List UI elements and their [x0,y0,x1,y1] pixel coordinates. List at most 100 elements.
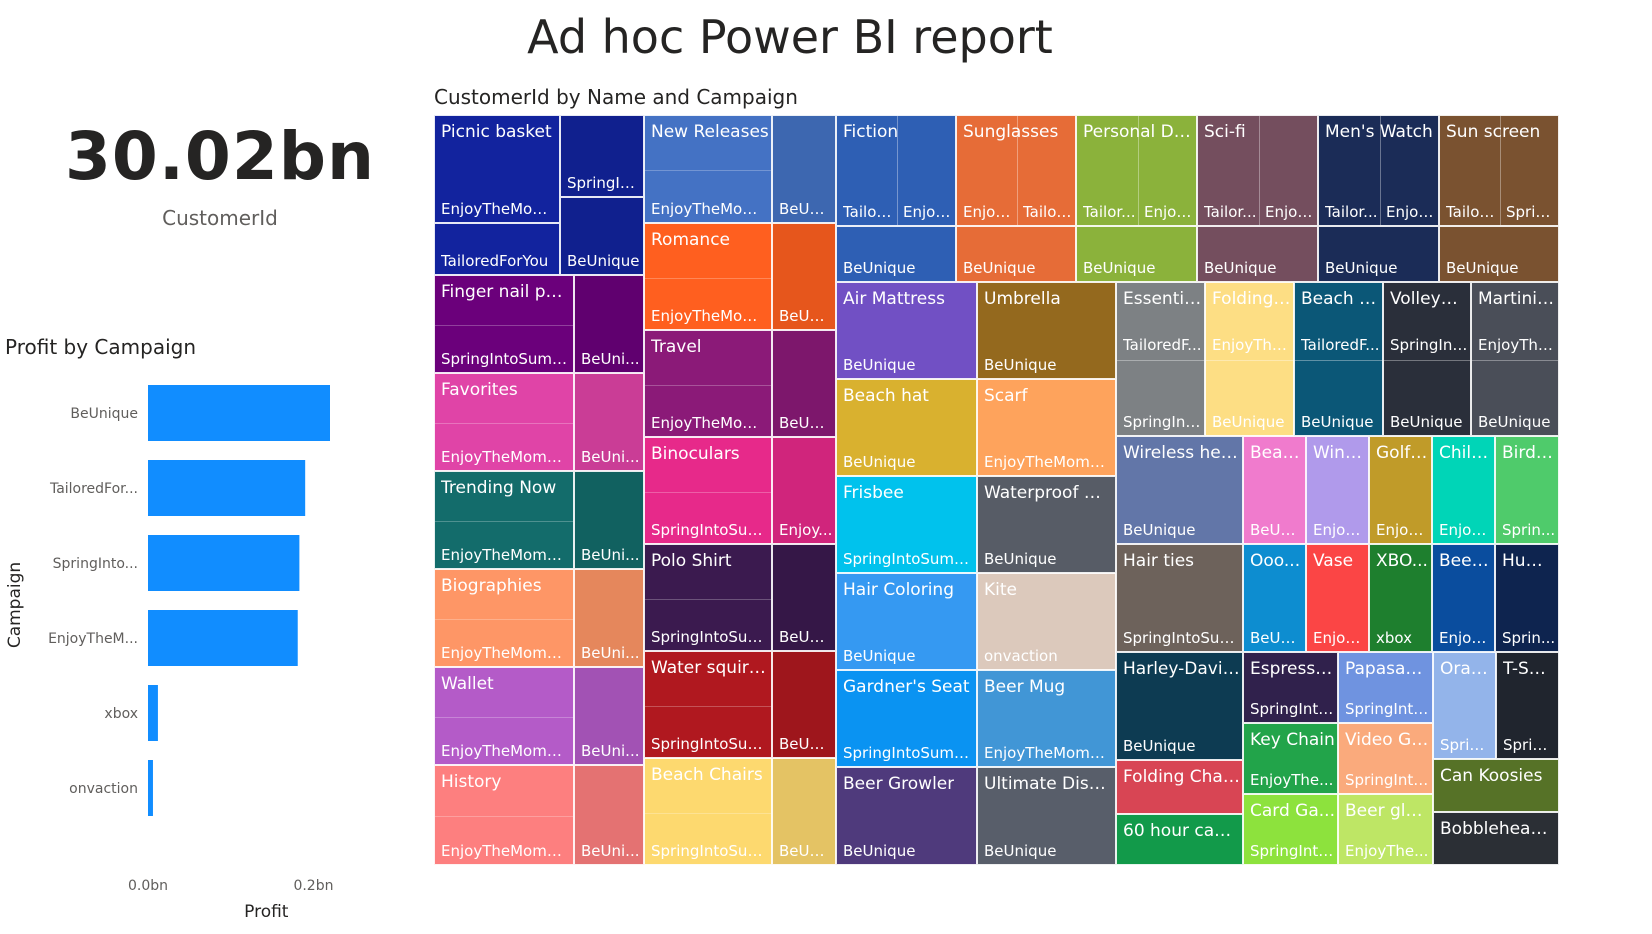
tile-card-ga-[interactable]: Card Ga... SpringInto... [1243,794,1338,865]
tile-water-squirter[interactable]: Water squirter SpringIntoSum... [644,651,772,758]
tile-beach-t-[interactable]: Beach T... TailoredF... BeUnique [1294,282,1383,436]
tile-hair-coloring[interactable]: Hair Coloring BeUnique [836,573,977,670]
tile-sub[interactable]: BeUni... [772,223,836,330]
tile-sub[interactable]: BeUnique [956,226,1076,282]
tile-favorites[interactable]: Favorites EnjoyTheMoment [434,373,574,471]
tile-new-releases[interactable]: New Releases EnjoyTheMome... [644,115,772,223]
tile-trending-now[interactable]: Trending Now EnjoyTheMoment [434,471,574,569]
tile-child-[interactable]: Child... Enjoy... [1432,436,1495,544]
tile-wine-[interactable]: Wine... Enjoy... [1306,436,1369,544]
tile-sub[interactable]: BeUni... [574,765,644,865]
tile-sub[interactable]: BeUnique [1197,226,1318,282]
tile-sub[interactable]: BeUnique [1318,226,1439,282]
tile-beer-glas-[interactable]: Beer glas... EnjoyThe... [1338,794,1433,865]
bar-1[interactable] [148,460,306,516]
tile-sub[interactable]: BeUni... [574,373,644,471]
tile-category-label: Sun screen [1446,122,1541,142]
tile-sub[interactable]: BeUni... [574,569,644,667]
tile-sub[interactable]: BeUni... [772,758,836,865]
tile-travel[interactable]: Travel EnjoyTheMome... [644,330,772,437]
tile-sub[interactable]: BeUnique [1076,226,1197,282]
tile-martini-[interactable]: Martini ... EnjoyThe... BeUnique [1471,282,1559,436]
tile-sub[interactable]: BeUni... [574,471,644,569]
tile-men-s-watch[interactable]: Men's Watch Tailor... Enjoy... [1318,115,1439,226]
tile-kite[interactable]: Kite onvaction [977,573,1116,670]
tile-picnic-basket-sub[interactable]: SpringInt... [560,115,644,197]
tile-polo-shirt[interactable]: Polo Shirt SpringIntoSum... [644,544,772,651]
tile-finger-nail-polish[interactable]: Finger nail polish SpringIntoSummer [434,275,574,373]
tile-ultimate-disc-g-[interactable]: Ultimate Disc G... BeUnique [977,767,1116,865]
tile-gardner-s-seat[interactable]: Gardner's Seat SpringIntoSummer [836,670,977,767]
tile-sub[interactable]: BeUni... [574,275,644,373]
tile-60-hour-candle[interactable]: 60 hour candle [1116,814,1243,865]
tile-beac-[interactable]: Beac... BeUni... [1243,436,1306,544]
tile-can-koosies[interactable]: Can Koosies [1433,759,1559,812]
bar-4[interactable] [148,685,158,741]
tile-history[interactable]: History EnjoyTheMoment [434,765,574,865]
tile-ooo-[interactable]: Ooo... BeUni... [1243,544,1306,652]
tile-category-label: New Releases [651,122,769,142]
tile-campaign-label: Sprin... [1502,629,1556,647]
tile-binoculars[interactable]: Binoculars SpringIntoSum... [644,437,772,544]
tile-category-label: Papasan ... [1345,659,1430,679]
tile-sub[interactable]: BeUni... [772,330,836,437]
tile-picnic-basket-sub[interactable]: BeUnique [560,197,644,275]
tile-campaign-label: Tailor... [1204,203,1257,221]
tile-sub[interactable]: Enjoy... [772,437,836,544]
tile-scarf[interactable]: Scarf EnjoyTheMoment [977,379,1116,476]
bar-0[interactable] [148,385,330,441]
tile-sunglasses[interactable]: Sunglasses Enjoy... Tailor... [956,115,1076,226]
tile-category-label: Gardner's Seat [843,677,970,697]
tile-folding-chairs[interactable]: Folding Chairs [1116,760,1243,814]
tile-personal-dev-[interactable]: Personal Dev...Tailor...Enjoy... [1076,115,1197,226]
bar-5[interactable] [148,760,153,816]
tile-video-ga-[interactable]: Video Ga... SpringInto... [1338,723,1433,794]
tile-key-chain[interactable]: Key Chain EnjoyThe... [1243,723,1338,794]
tile-sub[interactable]: BeUnique [836,226,956,282]
tile-category-label: Oran... [1440,659,1493,679]
tile-sub[interactable]: BeUni... [772,544,836,651]
tile-t-shi-[interactable]: T-Shi... Sprin... [1496,652,1559,759]
tile-frisbee[interactable]: Frisbee SpringIntoSummer [836,476,977,573]
tile-vase[interactable]: Vase Enjoy... [1306,544,1369,652]
tile-beach-hat[interactable]: Beach hat BeUnique [836,379,977,476]
tile-sub[interactable]: BeUni... [574,667,644,765]
tile-essential-[interactable]: Essential... TailoredF... SpringInt... [1116,282,1205,436]
bar-2[interactable] [148,535,300,591]
tile-beer-mug[interactable]: Beer Mug EnjoyTheMoment [977,670,1116,767]
tile-picnic-basket-sub[interactable]: TailoredForYou [434,223,560,275]
tile-golf-[interactable]: Golf ... Enjoy... [1369,436,1432,544]
tile-campaign-label: BeUni... [581,644,640,662]
tile-wireless-head-[interactable]: Wireless head... BeUnique [1116,436,1243,544]
tile-beer-[interactable]: Beer ... Enjoy... [1432,544,1495,652]
tile-beer-growler[interactable]: Beer Growler BeUnique [836,767,977,865]
tile-harley-david-[interactable]: Harley-David... BeUnique [1116,652,1243,760]
tile-xbo-[interactable]: XBO... xbox [1369,544,1432,652]
tile-bird-[interactable]: Bird ... Sprin... [1495,436,1559,544]
tile-sub[interactable]: BeUni... [772,115,836,223]
tile-hair-ties[interactable]: Hair ties SpringIntoSum... [1116,544,1243,652]
bar-3[interactable] [148,610,298,666]
tile-papasan-[interactable]: Papasan ... SpringInto... [1338,652,1433,723]
tile-sub[interactable]: BeUnique [1439,226,1559,282]
bar-category-label: onvaction [69,781,138,797]
tile-bobblehead-set[interactable]: Bobblehead set [1433,812,1559,865]
tile-beach-chairs[interactable]: Beach Chairs SpringIntoSum... [644,758,772,865]
tile-volleyba-[interactable]: Volleyba... SpringInt... BeUnique [1383,282,1471,436]
tile-sub[interactable]: BeUni... [772,651,836,758]
tile-hum-[interactable]: Hum... Sprin... [1495,544,1559,652]
tile-romance[interactable]: Romance EnjoyTheMome... [644,223,772,330]
tile-sci-fi[interactable]: Sci-fi Tailor... Enjoy... [1197,115,1318,226]
tile-oran-[interactable]: Oran... Sprin... [1433,652,1496,759]
tile-picnic-basket[interactable]: Picnic basket EnjoyTheMom... [434,115,560,223]
tile-biographies[interactable]: Biographies EnjoyTheMoment [434,569,574,667]
tile-umbrella[interactable]: Umbrella BeUnique [977,282,1116,379]
tile-waterproof-wat-[interactable]: Waterproof wat... BeUnique [977,476,1116,573]
tile-wallet[interactable]: Wallet EnjoyTheMoment [434,667,574,765]
tile-air-mattress[interactable]: Air Mattress BeUnique [836,282,977,379]
tile-fiction[interactable]: Fiction Tailor... Enjoy... [836,115,956,226]
tile-sun-screen[interactable]: Sun screen Tailor... Sprin... [1439,115,1559,226]
tile-espresso-[interactable]: Espresso ... SpringInto... [1243,652,1338,723]
tile-category-label: Wallet [441,674,494,694]
tile-folding-[interactable]: Folding ... EnjoyThe... BeUnique [1205,282,1294,436]
